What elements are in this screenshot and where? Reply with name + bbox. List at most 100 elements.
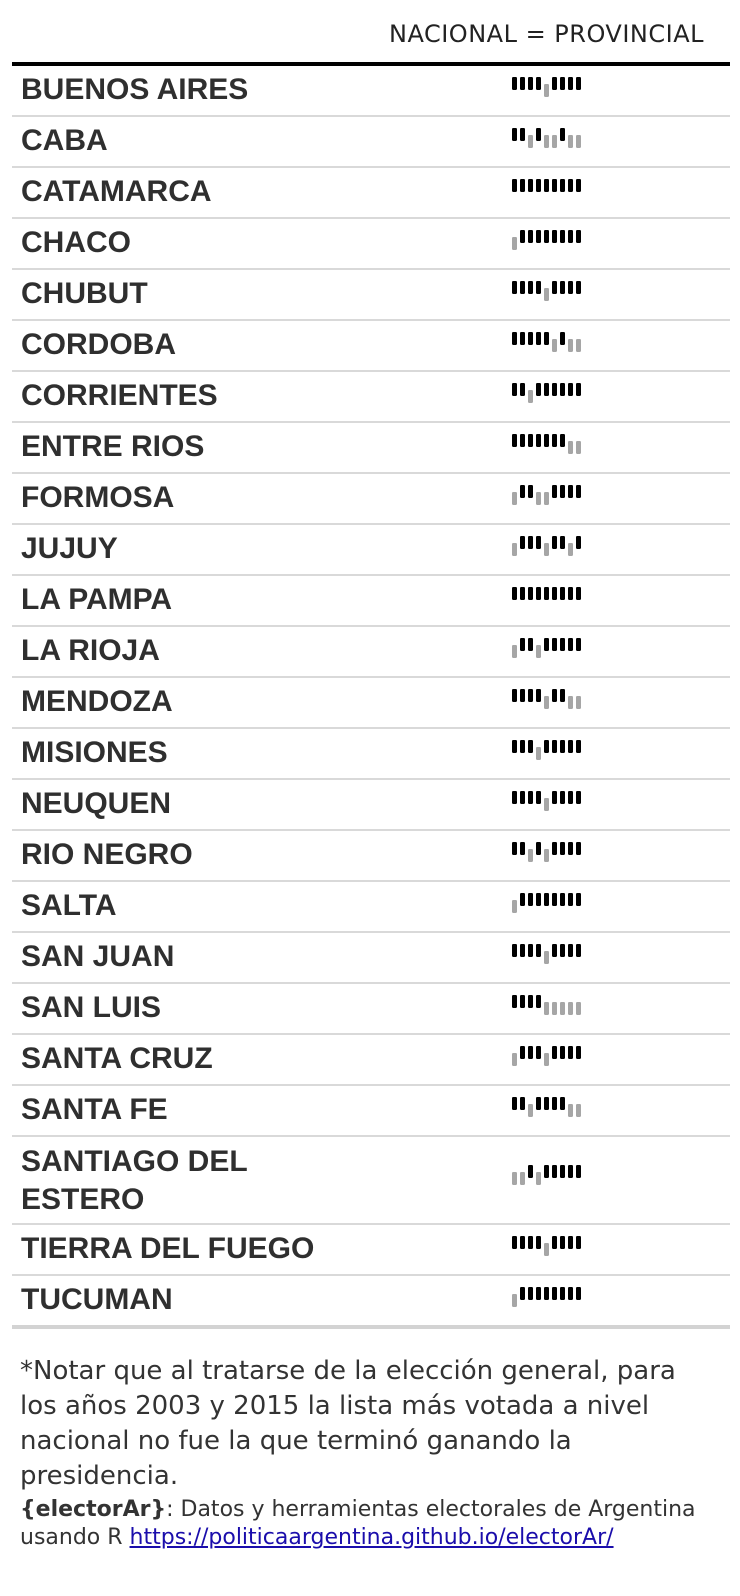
province-name: BUENOS AIRES <box>21 73 249 106</box>
match-mark <box>568 1236 573 1249</box>
table-row: CABA <box>12 117 730 168</box>
match-mark <box>544 587 549 600</box>
match-mark <box>536 689 541 702</box>
match-mark <box>552 230 557 243</box>
source-link[interactable]: https://politicaargentina.github.io/elec… <box>129 1525 614 1550</box>
province-name: CORRIENTES <box>21 379 218 412</box>
match-mark <box>512 842 517 855</box>
province-name: SANTIAGO DEL ESTERO <box>21 1145 248 1216</box>
match-mark <box>528 230 533 243</box>
mismatch-mark <box>536 1172 541 1185</box>
table-row: SALTA <box>12 882 730 933</box>
province-name: TIERRA DEL FUEGO <box>21 1232 315 1265</box>
province-name: SALTA <box>21 889 117 922</box>
match-mark <box>568 791 573 804</box>
mismatch-mark <box>576 696 581 709</box>
match-mark <box>528 893 533 906</box>
match-mark <box>512 944 517 957</box>
table-row: ENTRE RIOS <box>12 423 730 474</box>
match-mark <box>520 485 525 498</box>
match-mark <box>552 77 557 90</box>
match-mark <box>544 1165 549 1178</box>
match-mark <box>520 281 525 294</box>
match-mark <box>552 485 557 498</box>
match-mark <box>528 485 533 498</box>
match-sparkline <box>512 1287 581 1307</box>
match-mark <box>560 485 565 498</box>
match-mark <box>528 281 533 294</box>
match-mark <box>544 893 549 906</box>
match-mark <box>568 893 573 906</box>
table-row: BUENOS AIRES <box>12 66 730 117</box>
match-mark <box>560 944 565 957</box>
match-mark <box>576 740 581 753</box>
match-mark <box>536 995 541 1008</box>
mismatch-mark <box>544 288 549 301</box>
match-mark <box>568 179 573 192</box>
match-mark <box>536 1097 541 1110</box>
match-sparkline <box>512 893 581 913</box>
match-mark <box>552 791 557 804</box>
match-sparkline <box>512 587 581 600</box>
match-mark <box>520 77 525 90</box>
match-mark <box>552 689 557 702</box>
match-mark <box>576 944 581 957</box>
match-mark <box>512 740 517 753</box>
province-name: CATAMARCA <box>21 175 212 208</box>
match-mark <box>576 587 581 600</box>
match-mark <box>520 332 525 345</box>
mismatch-mark <box>576 339 581 352</box>
match-mark <box>512 689 517 702</box>
province-name: CABA <box>21 124 108 157</box>
match-mark <box>576 893 581 906</box>
mismatch-mark <box>528 1104 533 1117</box>
table-row: MISIONES <box>12 729 730 780</box>
match-sparkline <box>512 536 581 556</box>
match-mark <box>560 332 565 345</box>
match-mark <box>560 587 565 600</box>
province-name: ENTRE RIOS <box>21 430 205 463</box>
mismatch-mark <box>512 1172 517 1185</box>
match-sparkline <box>512 1236 581 1256</box>
match-mark <box>560 689 565 702</box>
province-name: SANTA FE <box>21 1093 168 1126</box>
column-title: NACIONAL = PROVINCIAL <box>389 20 704 48</box>
match-mark <box>552 536 557 549</box>
match-mark <box>528 179 533 192</box>
match-mark <box>568 740 573 753</box>
match-mark <box>552 1097 557 1110</box>
mismatch-mark <box>544 951 549 964</box>
match-mark <box>560 1165 565 1178</box>
match-sparkline <box>512 383 581 403</box>
source-text: : Datos y herramientas electorales de Ar… <box>20 1497 696 1550</box>
match-mark <box>528 944 533 957</box>
match-mark <box>512 587 517 600</box>
source-brand: {electorAr} <box>20 1497 167 1522</box>
match-mark <box>560 128 565 141</box>
match-sparkline <box>512 230 581 250</box>
mismatch-mark <box>576 1002 581 1015</box>
mismatch-mark <box>520 1172 525 1185</box>
match-sparkline <box>512 1165 581 1185</box>
match-mark <box>536 893 541 906</box>
source-credit: {electorAr}: Datos y herramientas electo… <box>20 1496 720 1552</box>
match-mark <box>576 1046 581 1059</box>
table-row: CHACO <box>12 219 730 270</box>
match-mark <box>544 230 549 243</box>
match-mark <box>560 791 565 804</box>
mismatch-mark <box>512 645 517 658</box>
match-sparkline <box>512 689 581 709</box>
table-row: CHUBUT <box>12 270 730 321</box>
table-row: SAN JUAN <box>12 933 730 984</box>
mismatch-mark <box>568 339 573 352</box>
mismatch-mark <box>544 543 549 556</box>
match-mark <box>544 638 549 651</box>
province-name: MENDOZA <box>21 685 173 718</box>
match-mark <box>560 1287 565 1300</box>
match-mark <box>576 281 581 294</box>
match-mark <box>528 587 533 600</box>
mismatch-mark <box>512 900 517 913</box>
table-row: SANTA CRUZ <box>12 1035 730 1086</box>
match-mark <box>528 1046 533 1059</box>
match-mark <box>552 1287 557 1300</box>
